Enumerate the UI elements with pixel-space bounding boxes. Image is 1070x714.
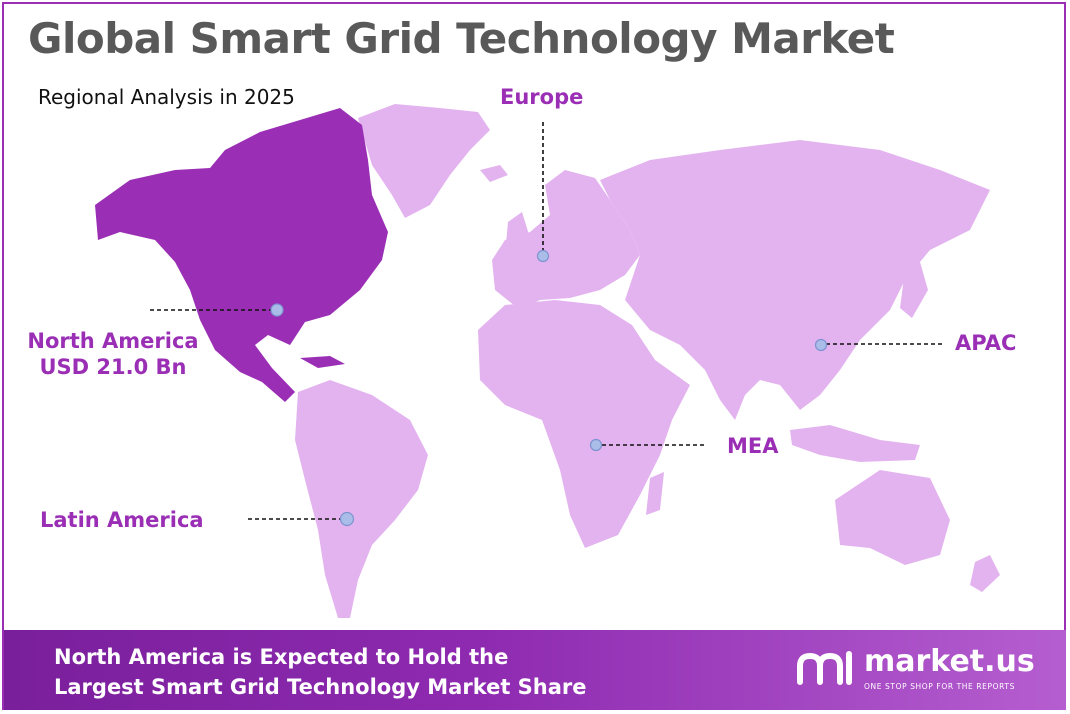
north-america-value: USD 21.0 Bn <box>39 355 187 380</box>
north-america-marker <box>270 303 284 317</box>
footer-text: North America is Expected to Hold the La… <box>54 642 587 702</box>
apac-marker <box>814 338 828 352</box>
page-subtitle: Regional Analysis in 2025 <box>38 85 295 109</box>
europe-shape <box>492 170 640 310</box>
uk-shape <box>506 212 530 252</box>
apac-label: APAC <box>955 331 1017 355</box>
page-title: Global Smart Grid Technology Market <box>28 14 895 63</box>
latin-america-marker <box>339 511 355 527</box>
asia-shape <box>600 140 990 420</box>
north-america-shape <box>95 108 388 402</box>
new-zealand-shape <box>970 555 1000 592</box>
madagascar-shape <box>646 472 664 515</box>
north-america-label: North America USD 21.0 Bn <box>18 328 208 381</box>
world-map <box>95 104 1000 618</box>
indonesia-shape <box>790 425 920 462</box>
south-america-shape <box>295 380 428 618</box>
mea-label: MEA <box>727 434 779 458</box>
europe-marker <box>536 249 550 263</box>
footer-line-2: Largest Smart Grid Technology Market Sha… <box>54 675 587 699</box>
mea-marker <box>589 438 603 452</box>
footer-line-1: North America is Expected to Hold the <box>54 645 509 669</box>
north-america-name: North America <box>27 329 199 353</box>
latin-america-label: Latin America <box>40 508 204 532</box>
iceland-shape <box>480 165 508 182</box>
market-us-logo-icon <box>797 651 852 685</box>
greenland-shape <box>358 104 490 218</box>
cuba-shape <box>300 356 345 368</box>
footer-banner: North America is Expected to Hold the La… <box>4 630 1066 710</box>
africa-shape <box>478 300 690 548</box>
japan-shape <box>900 262 928 318</box>
brand-name: market.us <box>864 644 1035 679</box>
europe-label: Europe <box>500 85 584 109</box>
australia-shape <box>835 470 950 565</box>
brand-tagline: ONE STOP SHOP FOR THE REPORTS <box>864 682 1015 691</box>
